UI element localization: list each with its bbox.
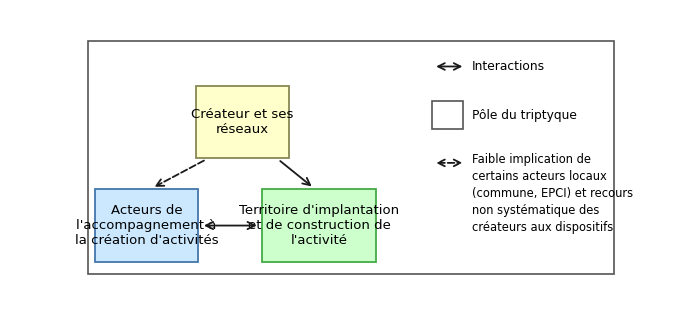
- FancyBboxPatch shape: [196, 86, 288, 158]
- Text: Interactions: Interactions: [472, 60, 545, 73]
- Text: Pôle du triptyque: Pôle du triptyque: [472, 109, 577, 122]
- FancyBboxPatch shape: [262, 189, 376, 262]
- Text: Créateur et ses
réseaux: Créateur et ses réseaux: [191, 108, 293, 136]
- Text: Territoire d'implantation
et de construction de
l'activité: Territoire d'implantation et de construc…: [239, 204, 399, 247]
- Text: Faible implication de
certains acteurs locaux
(commune, EPCI) et recours
non sys: Faible implication de certains acteurs l…: [472, 153, 633, 234]
- FancyBboxPatch shape: [95, 189, 199, 262]
- FancyBboxPatch shape: [432, 101, 463, 129]
- Text: Acteurs de
l'accompagnement à
la création d'activités: Acteurs de l'accompagnement à la créatio…: [75, 204, 219, 247]
